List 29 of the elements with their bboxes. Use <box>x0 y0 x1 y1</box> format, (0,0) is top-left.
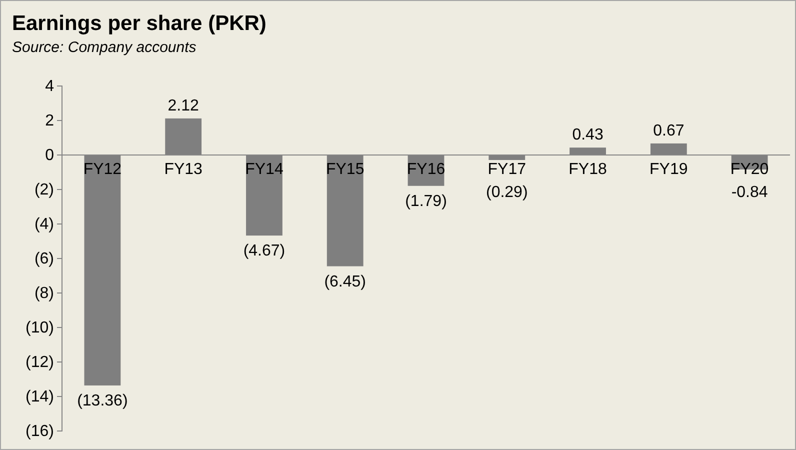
y-tick-label: (12) <box>26 354 54 372</box>
y-tick-label: (14) <box>26 388 54 406</box>
y-tick-label: (6) <box>34 250 54 268</box>
x-tick-label: FY13 <box>164 161 203 178</box>
data-label: 2.12 <box>168 97 200 114</box>
data-label: (13.36) <box>77 392 128 410</box>
y-tick-label: 2 <box>45 112 54 130</box>
data-label: (6.45) <box>324 273 366 290</box>
x-tick-label: FY20 <box>730 161 769 178</box>
y-tick-label: (16) <box>26 423 54 440</box>
y-tick-label: 4 <box>45 78 54 96</box>
y-tick-label: 0 <box>45 147 54 164</box>
x-tick-label: FY16 <box>406 161 446 178</box>
y-tick-label: (8) <box>34 285 54 302</box>
x-tick-label: FY17 <box>488 161 526 178</box>
data-label: -0.84 <box>731 184 768 201</box>
y-tick-label: (10) <box>26 320 54 337</box>
data-label: (4.67) <box>243 242 286 260</box>
chart-title: Earnings per share (PKR) <box>12 12 266 35</box>
data-label: 0.67 <box>653 122 684 140</box>
source-note: Source: Company accounts <box>12 39 197 56</box>
y-tick-label: (2) <box>34 182 54 199</box>
data-label: 0.43 <box>572 126 604 144</box>
data-label: (0.29) <box>486 184 528 201</box>
x-tick-label: FY18 <box>568 161 607 178</box>
data-label: (1.79) <box>405 192 447 210</box>
x-tick-label: FY15 <box>326 161 364 178</box>
x-tick-label: FY19 <box>650 161 688 178</box>
y-tick-label: (4) <box>34 216 54 234</box>
